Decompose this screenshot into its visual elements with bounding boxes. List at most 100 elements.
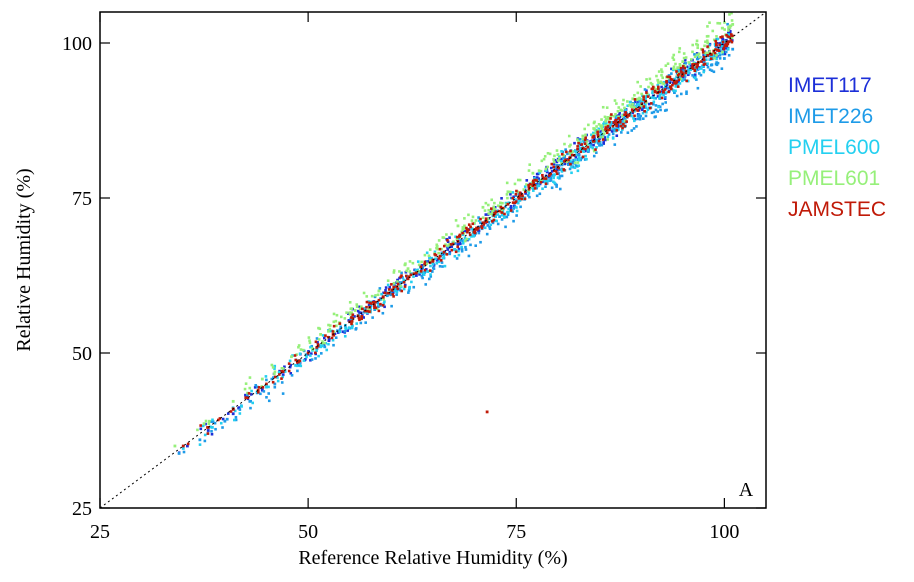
data-point (699, 73, 703, 77)
data-point (587, 150, 590, 153)
data-point (654, 108, 658, 112)
data-point (679, 92, 683, 96)
data-point (709, 57, 713, 61)
data-point (182, 450, 186, 454)
data-point (246, 391, 249, 395)
data-point (645, 89, 648, 92)
data-point (585, 140, 588, 143)
data-point (473, 231, 477, 235)
data-point (384, 291, 388, 295)
data-point (647, 85, 650, 89)
data-point (320, 352, 323, 355)
data-point (531, 179, 535, 183)
data-point (265, 396, 268, 399)
data-point (660, 70, 664, 74)
data-point (608, 125, 611, 128)
data-point (570, 165, 573, 169)
data-point (620, 131, 623, 134)
data-point (677, 68, 680, 72)
data-point (618, 120, 622, 124)
data-point (634, 107, 638, 111)
data-point (585, 157, 588, 161)
data-point (223, 419, 227, 423)
data-point (726, 42, 730, 46)
data-point (446, 248, 450, 251)
data-point (563, 159, 566, 163)
data-point (604, 128, 607, 131)
data-point (714, 48, 717, 51)
data-point (579, 158, 583, 162)
data-point (661, 102, 664, 106)
data-point (203, 439, 207, 443)
data-point (408, 260, 412, 263)
data-point (500, 213, 504, 217)
data-point (514, 198, 517, 201)
data-point (612, 120, 616, 124)
data-point (572, 158, 575, 162)
data-point (553, 167, 557, 171)
data-point (581, 139, 585, 142)
data-point (446, 244, 449, 247)
data-point (363, 307, 367, 310)
data-point (663, 97, 667, 100)
data-point (297, 344, 301, 347)
data-point (450, 245, 454, 248)
data-point (374, 306, 378, 310)
data-point (546, 151, 550, 155)
data-point (677, 80, 680, 84)
data-point (350, 320, 354, 323)
data-point (725, 40, 729, 44)
data-point (321, 344, 324, 348)
data-point (665, 80, 668, 84)
data-point (587, 142, 591, 146)
data-point (532, 181, 535, 185)
data-point (617, 127, 620, 131)
data-point (549, 172, 552, 176)
data-point (422, 273, 426, 276)
data-point (371, 316, 374, 319)
data-point (638, 117, 642, 121)
data-point (414, 271, 418, 275)
data-point (345, 311, 348, 314)
data-point (601, 105, 605, 109)
data-point (373, 308, 377, 311)
data-point (288, 365, 292, 369)
data-point (647, 93, 650, 97)
data-point (650, 102, 653, 105)
data-point (396, 282, 400, 286)
data-point (570, 153, 574, 157)
data-point (496, 213, 500, 216)
panel-label: A (739, 479, 754, 501)
data-point (651, 87, 655, 90)
data-point (377, 304, 380, 307)
data-point (488, 227, 492, 230)
data-point (196, 428, 199, 432)
data-point (696, 46, 699, 50)
data-point (331, 330, 335, 333)
data-point (656, 95, 660, 98)
data-point (316, 341, 319, 344)
data-point (435, 244, 439, 248)
data-point (552, 162, 556, 166)
data-point (528, 163, 532, 166)
data-point (421, 271, 425, 274)
data-point (265, 378, 268, 382)
data-point (364, 321, 367, 324)
data-point (535, 186, 539, 190)
data-point (384, 289, 387, 292)
data-point (253, 386, 257, 389)
data-point (721, 40, 725, 44)
data-point (683, 58, 687, 62)
data-point (450, 248, 454, 252)
data-point (643, 88, 647, 91)
legend-entry-imet117: IMET117 (788, 74, 872, 97)
data-point (332, 343, 335, 347)
data-point (557, 155, 561, 158)
data-point (668, 75, 672, 79)
data-point (527, 185, 531, 189)
data-point (715, 57, 718, 61)
data-point (237, 406, 241, 409)
data-point (555, 160, 559, 164)
data-point (336, 331, 340, 334)
data-point (479, 221, 482, 225)
